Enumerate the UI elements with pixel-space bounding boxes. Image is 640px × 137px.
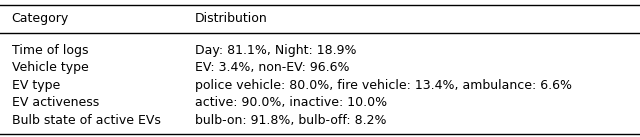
Text: Vehicle type: Vehicle type xyxy=(12,61,88,74)
Text: Bulb state of active EVs: Bulb state of active EVs xyxy=(12,114,161,127)
Text: EV: 3.4%, non-EV: 96.6%: EV: 3.4%, non-EV: 96.6% xyxy=(195,61,349,74)
Text: active: 90.0%, inactive: 10.0%: active: 90.0%, inactive: 10.0% xyxy=(195,96,387,109)
Text: EV activeness: EV activeness xyxy=(12,96,99,109)
Text: Distribution: Distribution xyxy=(195,12,268,25)
Text: Time of logs: Time of logs xyxy=(12,44,88,56)
Text: EV type: EV type xyxy=(12,79,60,92)
Text: Category: Category xyxy=(12,12,68,25)
Text: bulb-on: 91.8%, bulb-off: 8.2%: bulb-on: 91.8%, bulb-off: 8.2% xyxy=(195,114,387,127)
Text: police vehicle: 80.0%, fire vehicle: 13.4%, ambulance: 6.6%: police vehicle: 80.0%, fire vehicle: 13.… xyxy=(195,79,572,92)
Text: Day: 81.1%, Night: 18.9%: Day: 81.1%, Night: 18.9% xyxy=(195,44,356,56)
